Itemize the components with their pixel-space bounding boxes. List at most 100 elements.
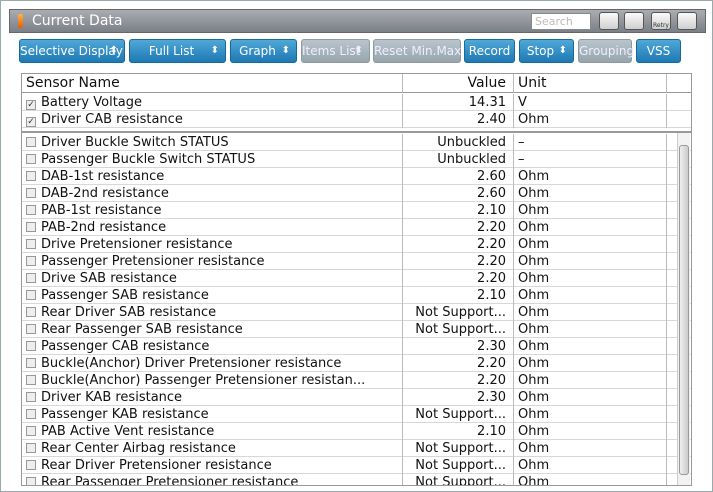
toolbar-button[interactable]: Stop ⬍ <box>519 39 574 63</box>
table-row[interactable]: PAB Active Vent resistance 2.10 Ohm <box>22 423 691 440</box>
list-icon[interactable] <box>624 12 644 30</box>
sensor-name: Buckle(Anchor) Passenger Pretensioner re… <box>41 373 366 388</box>
row-checkbox[interactable] <box>26 222 36 232</box>
table-row[interactable]: Rear Driver Pretensioner resistance Not S… <box>22 457 691 474</box>
row-checkbox[interactable]: ✓ <box>26 100 36 110</box>
row-checkbox[interactable] <box>26 239 36 249</box>
column-header[interactable]: Sensor Name <box>26 75 120 91</box>
cell-value: 2.20 <box>402 270 508 287</box>
sensor-name: Driver KAB resistance <box>41 390 183 405</box>
cell-name: DAB-1st resistance <box>26 168 401 185</box>
row-checkbox[interactable] <box>26 375 36 385</box>
table-row[interactable]: Passenger Pretensioner resistance 2.20 Ohm <box>22 253 691 270</box>
cell-spacer <box>666 440 690 457</box>
cell-name: Drive Pretensioner resistance <box>26 236 401 253</box>
table-row[interactable]: Rear Driver SAB resistance Not Support...… <box>22 304 691 321</box>
cell-value: 2.20 <box>402 372 508 389</box>
table-row[interactable]: Buckle(Anchor) Passenger Pretensioner re… <box>22 372 691 389</box>
cell-spacer <box>666 457 690 474</box>
table-row[interactable]: Passenger KAB resistance Not Support... Oh… <box>22 406 691 423</box>
sensor-name: Rear Center Airbag resistance <box>41 441 236 456</box>
cell-name: PAB-2nd resistance <box>26 219 401 236</box>
cell-value: 2.20 <box>402 236 508 253</box>
cell-unit: – <box>513 151 666 168</box>
cell-name: Passenger Buckle Switch STATUS <box>26 151 401 168</box>
table-row[interactable]: Driver Buckle Switch STATUS Unbuckled – <box>22 134 691 151</box>
row-checkbox[interactable] <box>26 341 36 351</box>
dropdown-arrow: ⬍ <box>109 45 118 56</box>
column-header[interactable]: Value <box>402 74 508 93</box>
row-checkbox[interactable] <box>26 358 36 368</box>
button-label: VSS <box>646 44 671 58</box>
table-row[interactable]: DAB-1st resistance 2.60 Ohm <box>22 168 691 185</box>
row-checkbox[interactable] <box>26 256 36 266</box>
cell-value: Not Support... <box>402 321 508 338</box>
row-checkbox[interactable] <box>26 307 36 317</box>
cell-spacer <box>666 389 690 406</box>
toolbar-button[interactable]: Graph ⬍ <box>230 39 297 63</box>
row-checkbox[interactable] <box>26 137 36 147</box>
button-label: Full List <box>148 44 195 58</box>
table-row[interactable]: Driver KAB resistance 2.30 Ohm <box>22 389 691 406</box>
cell-unit: Ohm <box>513 270 666 287</box>
button-label: Reset Min.Max <box>374 44 462 58</box>
table-row[interactable]: DAB-2nd resistance 2.60 Ohm <box>22 185 691 202</box>
toolbar-button[interactable]: Record <box>464 39 515 63</box>
row-checkbox[interactable] <box>26 171 36 181</box>
cell-unit: Ohm <box>513 202 666 219</box>
menu-icon[interactable] <box>677 12 697 30</box>
cell-name: Passenger Pretensioner resistance <box>26 253 401 270</box>
table-row[interactable]: Rear Passenger Pretensioner resistance No… <box>22 474 691 485</box>
row-checkbox[interactable] <box>26 324 36 334</box>
sensor-name: DAB-1st resistance <box>41 169 165 184</box>
table-row[interactable]: Rear Passenger SAB resistance Not Support… <box>22 321 691 338</box>
table-row[interactable]: PAB-1st resistance 2.10 Ohm <box>22 202 691 219</box>
table-row[interactable]: Buckle(Anchor) Driver Pretensioner resis… <box>22 355 691 372</box>
cell-name: Driver KAB resistance <box>26 389 401 406</box>
table-row[interactable]: ✓ Driver CAB resistance 2.40 Ohm <box>22 111 691 128</box>
table-row[interactable]: Passenger SAB resistance 2.10 Ohm <box>22 287 691 304</box>
scroll-thumb[interactable] <box>679 145 689 475</box>
dropdown-arrow: ⬍ <box>558 45 567 56</box>
search-icon[interactable] <box>599 12 619 30</box>
cell-name: ✓ Battery Voltage <box>26 94 401 111</box>
retry-icon[interactable]: Retry <box>651 12 671 30</box>
cell-spacer <box>666 304 690 321</box>
cell-unit: Ohm <box>513 111 666 128</box>
table-row[interactable]: Passenger Buckle Switch STATUS Unbuckled – <box>22 151 691 168</box>
row-checkbox[interactable] <box>26 392 36 402</box>
button-label: Graph <box>239 44 276 58</box>
cell-name: Drive SAB resistance <box>26 270 401 287</box>
row-checkbox[interactable] <box>26 426 36 436</box>
row-checkbox[interactable] <box>26 477 36 485</box>
row-checkbox[interactable] <box>26 154 36 164</box>
table-row[interactable]: Drive Pretensioner resistance 2.20 Ohm <box>22 236 691 253</box>
row-checkbox[interactable] <box>26 443 36 453</box>
toolbar-button[interactable]: Selective Display ⬍ <box>19 39 125 63</box>
column-header[interactable]: Unit <box>513 74 666 93</box>
cell-name: PAB Active Vent resistance <box>26 423 401 440</box>
table-row[interactable]: Drive SAB resistance 2.20 Ohm <box>22 270 691 287</box>
cell-spacer <box>666 338 690 355</box>
toolbar-button[interactable]: VSS <box>636 39 681 63</box>
row-checkbox[interactable] <box>26 409 36 419</box>
row-checkbox[interactable] <box>26 460 36 470</box>
scrollbar[interactable] <box>677 133 690 485</box>
row-checkbox[interactable] <box>26 290 36 300</box>
cell-value: 2.60 <box>402 185 508 202</box>
row-checkbox[interactable] <box>26 273 36 283</box>
table-row[interactable]: PAB-2nd resistance 2.20 Ohm <box>22 219 691 236</box>
cell-value: Not Support... <box>402 406 508 423</box>
sensor-list: Driver Buckle Switch STATUS Unbuckled – Pas… <box>22 131 691 485</box>
row-checkbox[interactable]: ✓ <box>26 117 36 127</box>
cell-spacer <box>666 372 690 389</box>
table-row[interactable]: Rear Center Airbag resistance Not Support… <box>22 440 691 457</box>
search-box[interactable]: Search <box>531 13 591 30</box>
sensor-name: Rear Driver SAB resistance <box>41 305 217 320</box>
cell-name: Passenger SAB resistance <box>26 287 401 304</box>
row-checkbox[interactable] <box>26 188 36 198</box>
toolbar-button[interactable]: Full List ⬍ <box>129 39 226 63</box>
table-row[interactable]: ✓ Battery Voltage 14.31 V <box>22 94 691 111</box>
row-checkbox[interactable] <box>26 205 36 215</box>
table-row[interactable]: Passenger CAB resistance 2.30 Ohm <box>22 338 691 355</box>
